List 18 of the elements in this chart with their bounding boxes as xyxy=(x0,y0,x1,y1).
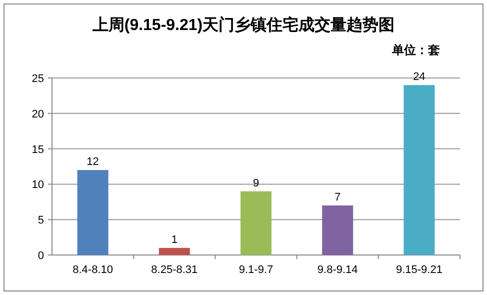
subtitle: 单位：套 xyxy=(392,43,440,57)
x-tick-label: 8.4-8.10 xyxy=(72,264,113,276)
y-tick-label: 20 xyxy=(32,108,44,120)
y-tick-label: 15 xyxy=(32,144,44,156)
y-tick-label: 25 xyxy=(32,73,44,85)
data-label: 12 xyxy=(86,156,99,168)
x-tick-label: 9.15-9.21 xyxy=(396,264,442,276)
data-label: 1 xyxy=(171,234,178,246)
x-tick-label: 8.25-8.31 xyxy=(151,264,198,276)
x-tick-label: 9.1-9.7 xyxy=(238,264,274,276)
data-label: 9 xyxy=(252,177,260,190)
data-label: 24 xyxy=(413,71,426,84)
y-tick-label: 10 xyxy=(32,179,44,192)
y-tick-label: 0 xyxy=(38,250,44,262)
x-tick-label: 9.8-9.14 xyxy=(317,264,358,276)
y-tick-label: 5 xyxy=(38,214,44,227)
data-label: 7 xyxy=(334,191,341,204)
title: 上周(9.15-9.21)天门乡镇住宅成交量趋势图 xyxy=(92,17,395,34)
